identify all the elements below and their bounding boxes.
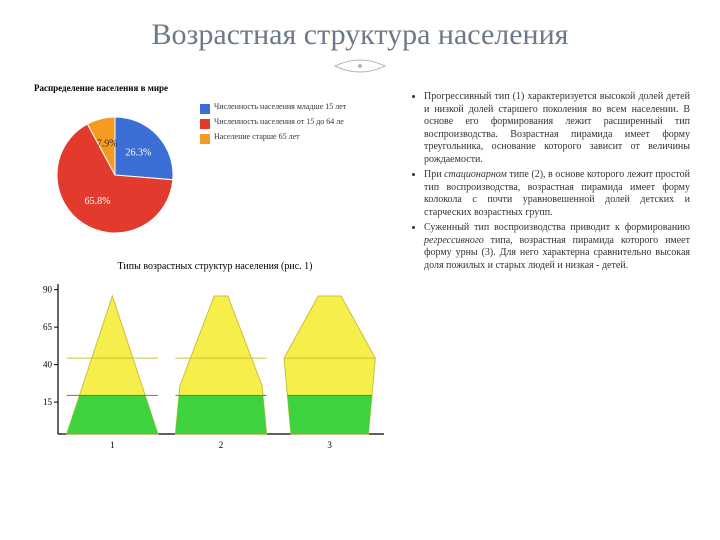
pie-legend: Численность населения младше 15 лет Числе… bbox=[200, 103, 364, 148]
svg-text:26.3%: 26.3% bbox=[126, 148, 152, 159]
svg-text:40: 40 bbox=[43, 360, 53, 370]
legend-label: Население старше 65 лет bbox=[214, 133, 364, 142]
svg-text:15: 15 bbox=[43, 397, 53, 407]
svg-text:1: 1 bbox=[110, 440, 115, 450]
description-text: Прогрессивный тип (1) характеризуется вы… bbox=[410, 83, 690, 481]
slide-title: Возрастная структура населения bbox=[30, 18, 690, 52]
pyramid-chart-region: Типы возрастных структур населения (рис.… bbox=[30, 261, 400, 481]
legend-swatch bbox=[200, 119, 210, 129]
svg-text:3: 3 bbox=[327, 440, 332, 450]
legend-swatch bbox=[200, 134, 210, 144]
bullet-item: Суженный тип воспроизводства приводит к … bbox=[424, 222, 690, 272]
svg-text:65: 65 bbox=[43, 322, 53, 332]
legend-item: Население старше 65 лет bbox=[200, 133, 364, 144]
legend-label: Численность населения от 15 до 64 ле bbox=[214, 118, 364, 127]
legend-swatch bbox=[200, 104, 210, 114]
svg-text:90: 90 bbox=[43, 285, 53, 295]
pie-chart-region: Распределение населения в мире 26.3% 65.8… bbox=[30, 83, 400, 253]
svg-text:2: 2 bbox=[219, 440, 224, 450]
bullet-item: Прогрессивный тип (1) характеризуется вы… bbox=[424, 91, 690, 166]
legend-item: Численность населения младше 15 лет bbox=[200, 103, 364, 114]
pyramid-heading: Типы возрастных структур населения (рис.… bbox=[30, 261, 400, 272]
legend-label: Численность населения младше 15 лет bbox=[214, 103, 364, 112]
ornament-icon bbox=[30, 58, 690, 79]
pyramid-chart: 90 65 40 15 1 2 3 bbox=[30, 276, 390, 456]
svg-text:7.9%: 7.9% bbox=[97, 138, 118, 149]
pie-heading: Распределение населения в мире bbox=[34, 83, 400, 93]
bullet-item: При стационарном типе (2), в основе кото… bbox=[424, 169, 690, 219]
pie-chart: 26.3% 65.8% 7.9% bbox=[30, 97, 200, 247]
legend-item: Численность населения от 15 до 64 ле bbox=[200, 118, 364, 129]
svg-text:65.8%: 65.8% bbox=[85, 196, 111, 207]
